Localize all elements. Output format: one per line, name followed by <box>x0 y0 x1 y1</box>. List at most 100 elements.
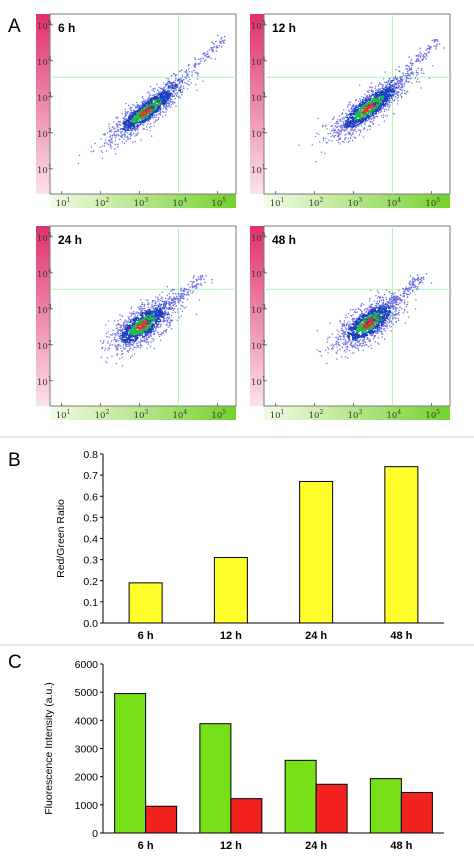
scatter-point <box>168 293 170 295</box>
scatter-point <box>418 54 420 56</box>
scatter-point <box>389 325 391 327</box>
scatter-point <box>395 86 398 89</box>
scatter-point <box>132 323 135 326</box>
scatter-point <box>142 128 144 130</box>
scatter-point <box>143 124 145 126</box>
scatter-point <box>199 275 202 277</box>
scatter-point <box>142 100 144 103</box>
scatter-point <box>119 128 122 130</box>
scatter-point <box>154 93 156 96</box>
scatter-point <box>147 327 150 330</box>
scatter-point <box>101 145 104 147</box>
scatter-point <box>204 281 206 284</box>
scatter-point <box>128 112 131 115</box>
scatter-point <box>211 41 213 44</box>
scatter-point <box>388 101 390 103</box>
scatter-point <box>134 113 137 116</box>
scatter-point <box>375 89 377 92</box>
scatter-point <box>420 69 423 71</box>
scatter-point <box>183 297 185 299</box>
scatter-point <box>167 308 169 310</box>
scatter-point <box>368 94 371 96</box>
scatter-point <box>180 86 182 88</box>
scatter-point <box>196 78 199 80</box>
scatter-point <box>414 77 416 79</box>
scatter-point <box>341 140 344 143</box>
scatter-point <box>164 302 166 305</box>
scatter-point <box>153 106 155 108</box>
scatter-point <box>148 97 150 99</box>
scatter-point <box>421 72 423 74</box>
scatter-point <box>197 75 199 77</box>
scatter-point <box>134 331 137 333</box>
scatter-point <box>137 306 139 309</box>
scatter-point <box>172 293 174 295</box>
scatter-point <box>102 341 105 344</box>
scatter-point <box>187 65 190 67</box>
scatter-point <box>350 314 352 317</box>
scatter-point <box>174 74 177 77</box>
scatter-point <box>363 110 365 113</box>
scatter-point <box>125 333 128 336</box>
scatter-point <box>177 298 179 300</box>
scatter-point <box>383 293 386 296</box>
scatter-point <box>153 300 155 302</box>
scatter-point <box>140 343 142 345</box>
scatter-point <box>359 343 361 346</box>
scatter-point <box>378 109 381 112</box>
scatter-point <box>369 308 371 311</box>
scatter-point <box>150 317 153 320</box>
scatter-point <box>167 83 169 85</box>
scatter-point <box>155 304 157 307</box>
scatter-point <box>378 124 380 126</box>
scatter-point <box>347 106 349 108</box>
scatter-point <box>168 94 171 97</box>
scatter-point <box>398 70 401 72</box>
scatter-point <box>124 118 126 121</box>
scatter-point <box>100 138 102 140</box>
scatter-point <box>353 136 355 138</box>
scatter-point <box>117 143 119 145</box>
scatter-point <box>147 320 149 323</box>
scatter-point <box>135 319 138 322</box>
scatter-point <box>119 318 122 321</box>
scatter-point <box>403 89 406 92</box>
scatter-point <box>168 89 171 92</box>
scatter-point <box>77 162 80 165</box>
scatter-point <box>334 134 337 137</box>
scatter-point <box>158 107 161 110</box>
scatter-point <box>131 332 134 335</box>
scatter-point <box>378 300 381 302</box>
scatter-point <box>369 117 371 119</box>
scatter-point <box>380 105 382 108</box>
scatter-point <box>390 94 393 97</box>
scatter-point <box>133 132 135 135</box>
scatter-point <box>181 310 184 312</box>
scatter-point <box>322 124 324 127</box>
scatter-point <box>406 70 409 73</box>
scatter-point <box>123 138 125 140</box>
scatter-point <box>141 303 144 306</box>
scatter-point <box>175 87 177 89</box>
scatter-point <box>393 89 395 92</box>
scatter-point <box>138 119 141 122</box>
scatter-point <box>140 338 142 340</box>
scatter-point <box>137 129 139 131</box>
scatter-point <box>383 110 386 113</box>
scatter-point <box>116 125 118 128</box>
scatter-point <box>393 93 395 95</box>
scatter-point <box>186 298 189 301</box>
scatter-point <box>118 343 120 345</box>
scatter-point <box>374 112 377 115</box>
scatter-point <box>385 86 387 88</box>
scatter-point <box>156 119 158 122</box>
scatter-point <box>176 86 178 88</box>
scatter-point <box>119 314 121 316</box>
scatter-point <box>330 135 332 138</box>
scatter-point <box>172 81 175 84</box>
scatter-point <box>137 115 140 118</box>
scatter-point <box>185 77 188 80</box>
scatter-point <box>135 118 138 120</box>
scatter-point <box>132 312 135 315</box>
scatter-point <box>377 85 380 88</box>
